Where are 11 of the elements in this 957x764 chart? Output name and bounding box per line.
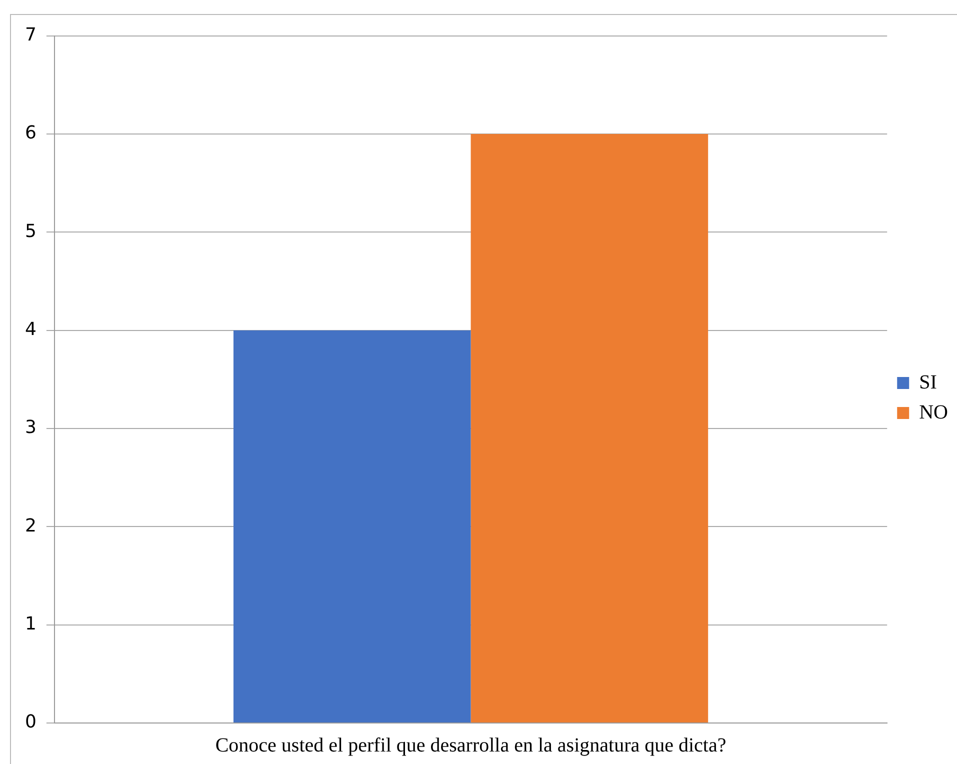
- y-tick-label: 1: [25, 614, 36, 634]
- y-tick-label: 0: [25, 712, 36, 733]
- y-tick-label: 2: [25, 515, 36, 536]
- legend-label: SI: [919, 371, 937, 394]
- y-tick-label: 5: [25, 220, 36, 242]
- y-tick-label: 6: [25, 122, 36, 144]
- y-tick-label: 4: [25, 318, 36, 340]
- x-tick-label: Conoce usted el perfil que desarrolla en la asignatura que dicta?: [215, 734, 726, 756]
- legend-label: NO: [919, 401, 948, 424]
- y-tick-label: 3: [25, 417, 36, 438]
- y-tick-label: 7: [25, 24, 36, 46]
